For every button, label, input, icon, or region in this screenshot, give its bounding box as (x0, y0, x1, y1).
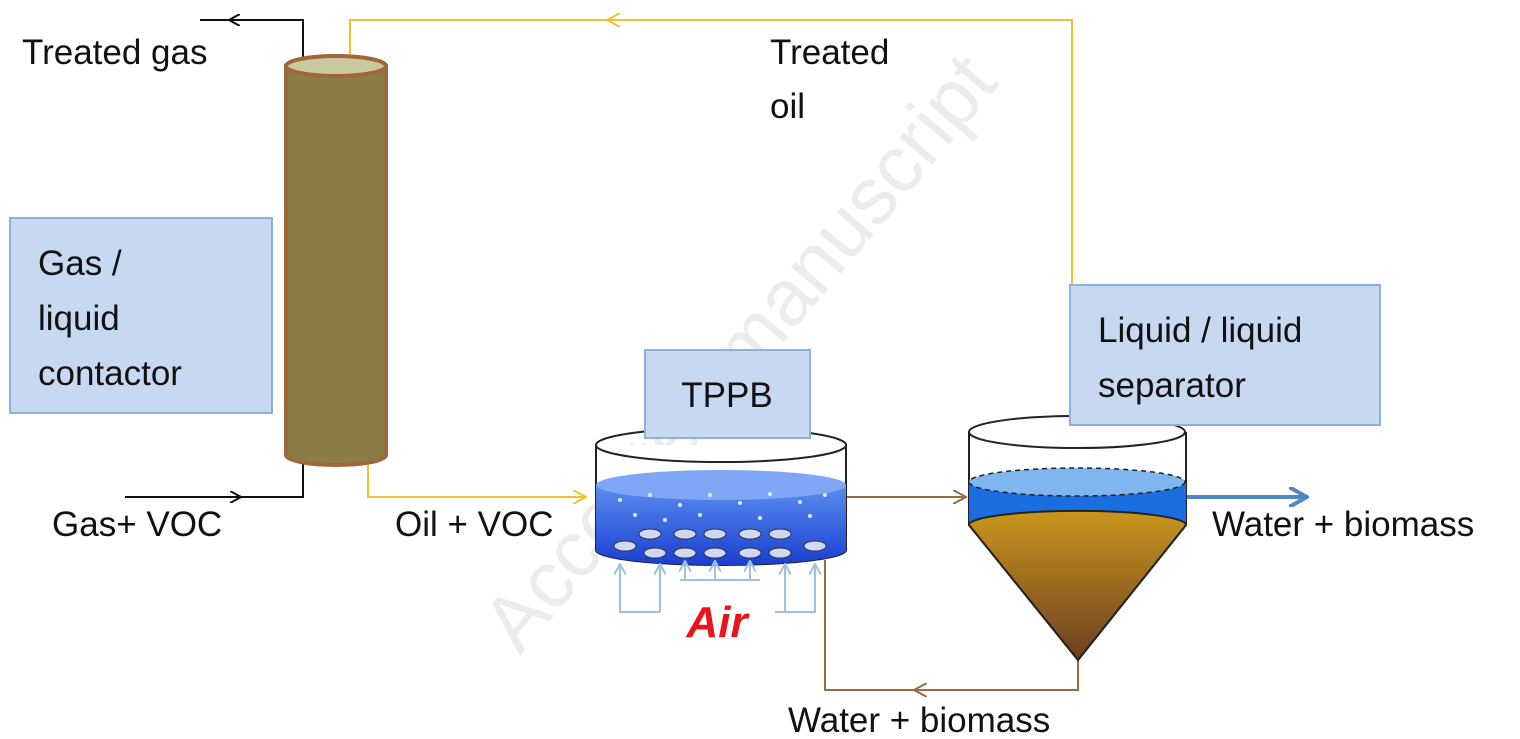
contactor-box (9, 217, 273, 414)
box-label: Liquid / liquid (1098, 311, 1302, 350)
box-label: TPPB (681, 376, 772, 415)
stream-label: Treated (770, 33, 889, 72)
column (284, 54, 388, 467)
separator-box (1069, 284, 1381, 426)
stream-label: Treated gas (22, 33, 207, 72)
stream-label: Water + biomass (788, 701, 1050, 739)
stream-label: Water + biomass (1212, 505, 1474, 544)
biomass-lines (824, 497, 1079, 690)
box-label: liquid (38, 299, 120, 338)
box-label: Gas / (38, 244, 122, 283)
separator (967, 415, 1188, 662)
stream-label: Oil + VOC (395, 505, 554, 544)
tppb-box (644, 349, 811, 439)
stream-label: Gas+ VOC (52, 505, 222, 544)
air-label: Air (685, 598, 750, 647)
bioreactor (595, 427, 847, 613)
box-label: separator (1098, 366, 1246, 405)
gas-lines (125, 20, 304, 497)
box-label: contactor (38, 354, 182, 393)
stream-label: oil (770, 87, 805, 126)
oil-lines (349, 20, 1073, 497)
